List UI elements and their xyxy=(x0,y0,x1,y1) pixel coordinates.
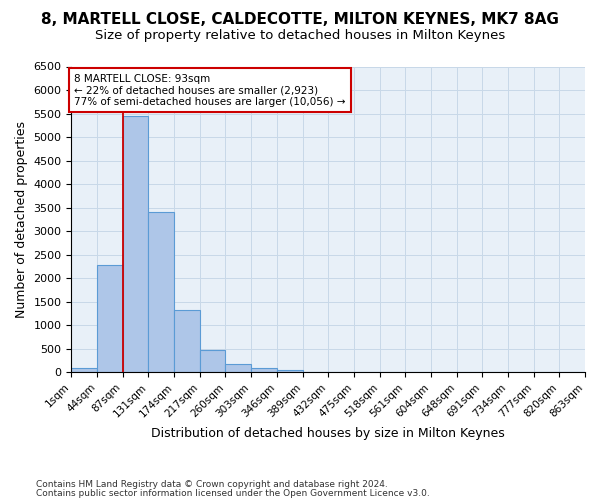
Bar xyxy=(200,350,226,372)
Bar xyxy=(123,116,148,372)
Bar xyxy=(71,368,97,372)
Text: Contains public sector information licensed under the Open Government Licence v3: Contains public sector information licen… xyxy=(36,489,430,498)
X-axis label: Distribution of detached houses by size in Milton Keynes: Distribution of detached houses by size … xyxy=(151,427,505,440)
Text: 8 MARTELL CLOSE: 93sqm
← 22% of detached houses are smaller (2,923)
77% of semi-: 8 MARTELL CLOSE: 93sqm ← 22% of detached… xyxy=(74,74,346,107)
Text: Size of property relative to detached houses in Milton Keynes: Size of property relative to detached ho… xyxy=(95,29,505,42)
Bar xyxy=(174,310,200,372)
Bar xyxy=(97,265,123,372)
Text: Contains HM Land Registry data © Crown copyright and database right 2024.: Contains HM Land Registry data © Crown c… xyxy=(36,480,388,489)
Text: 8, MARTELL CLOSE, CALDECOTTE, MILTON KEYNES, MK7 8AG: 8, MARTELL CLOSE, CALDECOTTE, MILTON KEY… xyxy=(41,12,559,28)
Bar xyxy=(226,364,251,372)
Y-axis label: Number of detached properties: Number of detached properties xyxy=(15,121,28,318)
Bar xyxy=(277,370,302,372)
Bar xyxy=(251,368,277,372)
Bar xyxy=(148,212,174,372)
